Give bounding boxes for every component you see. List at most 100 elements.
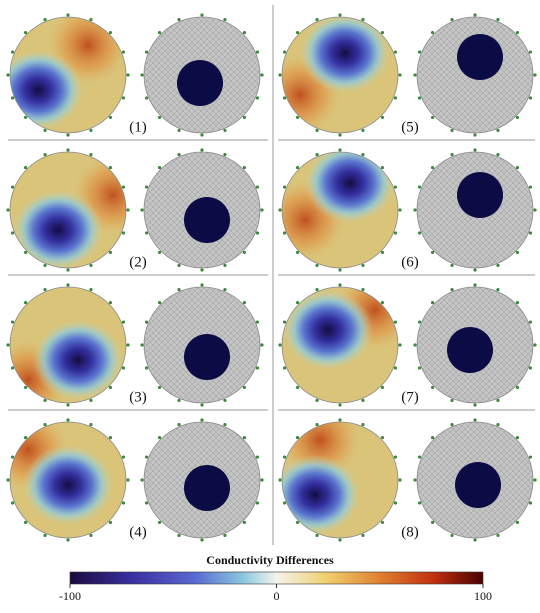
electrode: [430, 115, 435, 120]
electrode: [380, 165, 385, 170]
electrode: [66, 13, 70, 17]
electrode: [338, 403, 342, 407]
electrode: [295, 435, 300, 440]
electrode: [533, 208, 537, 212]
electrode: [242, 115, 247, 120]
electrode: [282, 501, 287, 505]
electrode: [144, 501, 149, 505]
electrode: [121, 96, 126, 100]
electrode: [473, 148, 477, 152]
electrode: [255, 320, 260, 324]
electrode: [144, 96, 149, 100]
electrode: [393, 96, 398, 100]
electrode: [278, 478, 282, 482]
electrode: [200, 13, 204, 17]
electrode: [23, 300, 28, 305]
electrode: [515, 520, 520, 525]
electrode: [496, 152, 500, 157]
electrode: [398, 208, 402, 212]
electrode: [157, 165, 162, 170]
electrode: [23, 520, 28, 525]
electrode: [315, 263, 319, 268]
electrode: [528, 501, 533, 505]
electrode: [398, 73, 402, 77]
truth-inclusion: [457, 34, 503, 80]
recon-outline: [281, 286, 399, 404]
electrode: [200, 283, 204, 287]
electrode: [200, 538, 204, 542]
electrode: [43, 17, 47, 22]
electrode: [315, 422, 319, 427]
electrode: [23, 30, 28, 35]
electrode: [108, 30, 113, 35]
recon-outline: [281, 421, 399, 539]
electrode: [89, 152, 93, 157]
electrode: [393, 50, 398, 54]
electrode: [413, 73, 417, 77]
colorbar-title: Conductivity Differences: [206, 553, 334, 567]
electrode: [430, 385, 435, 390]
truth-inclusion: [177, 60, 223, 106]
electrode: [338, 268, 342, 272]
electrode: [43, 152, 47, 157]
electrode: [242, 250, 247, 255]
electrode: [380, 435, 385, 440]
electrode: [450, 128, 454, 133]
electrode: [393, 455, 398, 459]
reconstruction: [282, 152, 398, 268]
truth-inclusion: [184, 197, 230, 243]
electrode: [413, 208, 417, 212]
electrode: [121, 50, 126, 54]
electrode: [282, 185, 287, 189]
electrode: [10, 366, 15, 370]
electrode: [417, 320, 422, 324]
electrode: [10, 96, 15, 100]
electrode: [315, 533, 319, 538]
electrode: [417, 455, 422, 459]
electrode: [528, 320, 533, 324]
colorbar-tick-label: 0: [274, 589, 280, 603]
recon-outline: [9, 421, 127, 539]
electrode: [315, 17, 319, 22]
electrode: [361, 263, 365, 268]
electrode: [255, 185, 260, 189]
electrode: [255, 501, 260, 505]
electrode: [43, 422, 47, 427]
electrode: [126, 478, 130, 482]
electrode: [10, 185, 15, 189]
truth-inclusion: [447, 327, 493, 373]
recon-blob: [23, 445, 113, 525]
reconstruction: [10, 152, 126, 268]
electrode: [157, 300, 162, 305]
electrode: [417, 501, 422, 505]
electrode: [223, 533, 227, 538]
electrode: [496, 128, 500, 133]
electrode: [515, 250, 520, 255]
electrode: [338, 283, 342, 287]
electrode: [496, 17, 500, 22]
electrode: [242, 435, 247, 440]
electrode: [450, 152, 454, 157]
electrode: [417, 366, 422, 370]
electrode: [473, 268, 477, 272]
recon-outline: [9, 151, 127, 269]
panel-label: (4): [129, 524, 147, 540]
electrode: [361, 422, 365, 427]
electrode: [223, 398, 227, 403]
electrode: [10, 320, 15, 324]
electrode: [380, 115, 385, 120]
electrode: [450, 287, 454, 292]
electrode: [496, 263, 500, 268]
electrode: [144, 320, 149, 324]
electrode: [515, 165, 520, 170]
electrode: [361, 398, 365, 403]
electrode: [282, 96, 287, 100]
electrode: [140, 73, 144, 77]
electrode: [223, 128, 227, 133]
electrode: [338, 418, 342, 422]
electrode: [157, 385, 162, 390]
electrode: [108, 435, 113, 440]
electrode: [157, 30, 162, 35]
electrode: [43, 287, 47, 292]
electrode: [315, 398, 319, 403]
